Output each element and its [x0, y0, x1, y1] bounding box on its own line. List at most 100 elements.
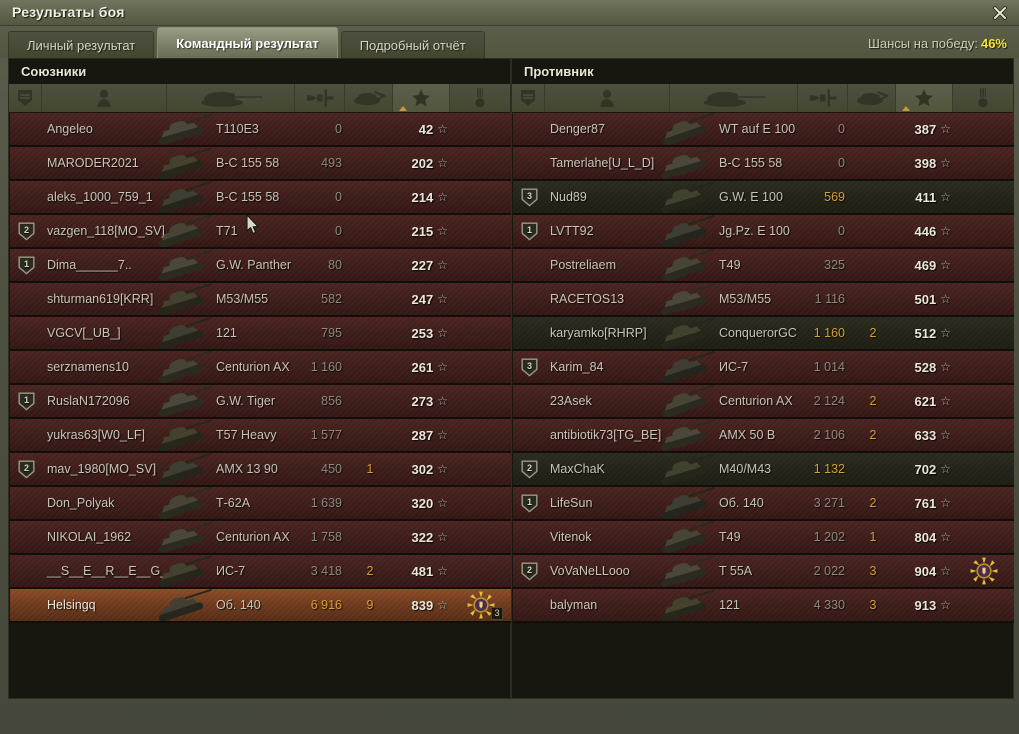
table-row[interactable]: antibiotik73[TG_BE] AMX 50 B 2 106 2 633 ☆ [513, 419, 1014, 453]
table-row[interactable]: Don_Polyak Т-62А 1 639 320 ☆ [10, 487, 511, 521]
column-header-rank[interactable] [9, 84, 42, 112]
close-icon[interactable] [989, 2, 1011, 24]
shell-damage-icon [808, 87, 838, 109]
table-row[interactable]: 1 LifeSun Об. 140 3 271 2 761 ☆ [513, 487, 1014, 521]
table-row[interactable]: RACETOS13 M53/M55 1 116 501 ☆ [513, 283, 1014, 317]
kills-value [346, 384, 394, 418]
rank-badge-cell [10, 554, 43, 588]
table-row[interactable]: Helsingq Об. 140 6 916 9 839 ☆ 3 [10, 589, 511, 623]
damage-value: 1 116 [814, 292, 845, 306]
crossed-tanks-kills-icon [351, 87, 387, 109]
xp-value: 247 [411, 291, 434, 307]
tank-cell: B-C 155 58 [158, 180, 296, 214]
table-row[interactable]: Denger87 WT auf E 100 0 387 ☆ [513, 113, 1014, 147]
column-header-kills[interactable] [345, 84, 393, 112]
table-row[interactable]: Angeleo T110E3 0 42 ☆ [10, 113, 511, 147]
medal-cell [451, 384, 511, 418]
kills-value: 2 [869, 496, 877, 510]
table-row[interactable]: __S__E__R__E__G_.. ИС-7 3 418 2 481 ☆ [10, 555, 511, 589]
tab-2[interactable]: Подробный отчёт [340, 31, 485, 58]
table-row[interactable]: balyman 121 4 330 3 913 ☆ [513, 589, 1014, 623]
damage-value: 493 [321, 156, 342, 170]
table-row[interactable]: 1 RuslaN172096 G.W. Tiger 856 273 ☆ [10, 385, 511, 419]
table-row[interactable]: serznamens10 Centurion AX 1 160 261 ☆ [10, 351, 511, 385]
column-header-damage[interactable] [295, 84, 345, 112]
player-name: aleks_1000_759_1 [47, 190, 153, 204]
column-header-damage[interactable] [798, 84, 848, 112]
tank-cell: Centurion AX [158, 520, 296, 554]
star-xp-icon: ☆ [940, 224, 951, 238]
damage-value: 1 577 [310, 428, 342, 442]
column-header-name[interactable] [545, 84, 670, 112]
win-chance: Шансы на победу: 46% [868, 36, 1007, 51]
star-xp-icon: ☆ [437, 598, 448, 612]
xp-cell: 215 ☆ [394, 214, 451, 248]
tank-name: T71 [216, 224, 238, 238]
damage-value: 795 [321, 326, 342, 340]
star-xp-icon: ☆ [940, 258, 951, 272]
table-row[interactable]: Postreliaem T49 325 469 ☆ [513, 249, 1014, 283]
column-header-xp[interactable] [896, 84, 953, 112]
team-panel-enemies: Противник Denger87 WT auf E 100 0 387 ☆ Tamerl… [511, 58, 1014, 699]
table-row[interactable]: 3 Nud89 G.W. E 100 569 411 ☆ [513, 181, 1014, 215]
column-header-tank[interactable] [670, 84, 798, 112]
column-header-name[interactable] [42, 84, 167, 112]
table-row[interactable]: shturman619[KRR] M53/M55 582 247 ☆ [10, 283, 511, 317]
rank-value: 1 [526, 224, 532, 235]
player-name: RuslaN172096 [47, 394, 130, 408]
damage-value: 0 [335, 224, 342, 238]
rank-badge-cell [513, 384, 546, 418]
tab-1[interactable]: Командный результат [157, 27, 338, 58]
player-name: Denger87 [550, 122, 605, 136]
xp-value: 621 [914, 393, 937, 409]
table-row[interactable]: VGCV[_UB_] 121 795 253 ☆ [10, 317, 511, 351]
table-row[interactable]: yukras63[W0_LF] T57 Heavy 1 577 287 ☆ [10, 419, 511, 453]
column-header-medals[interactable] [450, 84, 510, 112]
column-header-medals[interactable] [953, 84, 1013, 112]
table-row[interactable]: 23Asek Centurion AX 2 124 2 621 ☆ [513, 385, 1014, 419]
column-header-xp[interactable] [393, 84, 450, 112]
table-row[interactable]: MARODER2021 B-C 155 58 493 202 ☆ [10, 147, 511, 181]
kills-value: 2 [869, 326, 877, 340]
kills-value [849, 248, 897, 282]
tank-cell: WT auf E 100 [662, 112, 799, 146]
table-row[interactable]: 2 MaxChaK M40/M43 1 132 702 ☆ [513, 453, 1014, 487]
table-row[interactable]: 2 vazgen_118[MO_SV] T71 0 215 ☆ [10, 215, 511, 249]
xp-value: 227 [411, 257, 434, 273]
table-row[interactable]: 3 Karim_84 ИС-7 1 014 528 ☆ [513, 351, 1014, 385]
star-xp-icon: ☆ [437, 530, 448, 544]
rank-badge-cell: 2 [513, 554, 546, 588]
tank-cell: Centurion AX [662, 384, 799, 418]
star-xp-icon: ☆ [437, 224, 448, 238]
damage-value: 1 160 [310, 360, 342, 374]
tank-name: ИС-7 [216, 564, 246, 578]
column-header-kills[interactable] [848, 84, 896, 112]
table-row[interactable]: aleks_1000_759_1 B-C 155 58 0 214 ☆ [10, 181, 511, 215]
column-header-rank[interactable] [512, 84, 545, 112]
star-xp-icon: ☆ [940, 292, 951, 306]
table-row[interactable]: 2 VoVaNeLLooo T 55A 2 022 3 904 ☆ [513, 555, 1014, 589]
sunburst-medal-icon[interactable]: 3 [466, 591, 503, 620]
column-header-tank[interactable] [167, 84, 295, 112]
table-row[interactable]: 2 mav_1980[MO_SV] AMX 13 90 450 1 302 ☆ [10, 453, 511, 487]
star-xp-icon: ☆ [940, 564, 951, 578]
player-name: 23Asek [550, 394, 592, 408]
tank-name: AMX 13 90 [216, 462, 278, 476]
medal-cell [451, 452, 511, 486]
table-row[interactable]: Vitenok T49 1 202 1 804 ☆ [513, 521, 1014, 555]
table-row[interactable]: Tamerlahe[U_L_D] B-C 155 58 0 398 ☆ [513, 147, 1014, 181]
xp-value: 469 [914, 257, 937, 273]
table-row[interactable]: NIKOLAI_1962 Centurion AX 1 758 322 ☆ [10, 521, 511, 555]
table-row[interactable]: 1 LVTT92 Jg.Pz. E 100 0 446 ☆ [513, 215, 1014, 249]
table-row[interactable]: karyamko[RHRP] ConquerorGC 1 160 2 512 ☆ [513, 317, 1014, 351]
tank-cell: 121 [158, 316, 296, 350]
player-name: Karim_84 [550, 360, 604, 374]
medal-cell [954, 146, 1014, 180]
table-row[interactable]: 1 Dima______7.. G.W. Panther 80 227 ☆ [10, 249, 511, 283]
kills-value [849, 452, 897, 486]
sunburst-medal-icon[interactable] [969, 557, 999, 585]
xp-value: 387 [914, 121, 937, 137]
kills-value [849, 180, 897, 214]
tab-0[interactable]: Личный результат [8, 31, 155, 58]
xp-value: 320 [411, 495, 434, 511]
